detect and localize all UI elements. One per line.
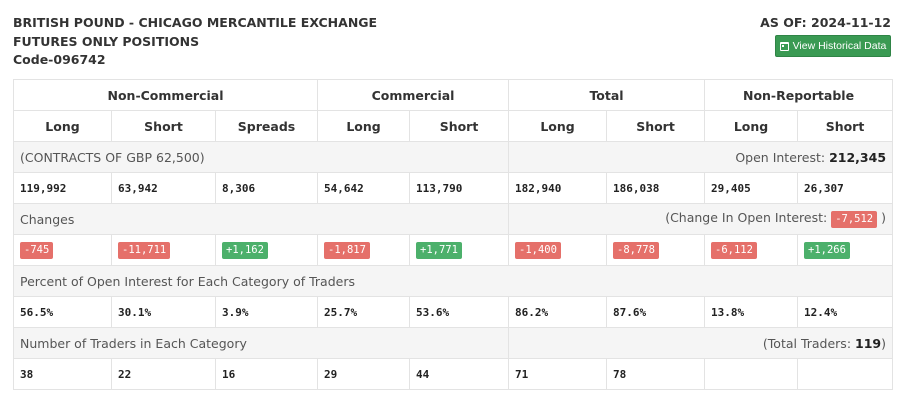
column-header: Long xyxy=(13,110,112,142)
change-badge: +1,266 xyxy=(804,242,850,259)
traders-label: Number of Traders in Each Category xyxy=(12,327,510,359)
group-header-row: Non-Commercial Commercial Total Non-Repo… xyxy=(12,79,894,111)
change-badge: -745 xyxy=(20,242,54,259)
traders-label-row: Number of Traders in Each Category (Tota… xyxy=(12,327,894,359)
percent-value: 53.6% xyxy=(409,296,510,328)
open-interest: Open Interest: 212,345 xyxy=(508,141,894,173)
report-code: Code-096742 xyxy=(13,52,106,67)
contracts-value: 113,790 xyxy=(409,172,510,204)
group-total: Total xyxy=(508,79,706,111)
percent-value: 87.6% xyxy=(606,296,706,328)
column-header: Spreads xyxy=(214,110,319,142)
as-of-date: AS OF: 2024-11-12 xyxy=(760,15,891,30)
contracts-value: 26,307 xyxy=(797,172,894,204)
changes-values-row: -745 -11,711 +1,162 -1,817 +1,771 -1,400… xyxy=(13,234,894,266)
calendar-icon xyxy=(779,41,789,51)
contracts-value: 119,992 xyxy=(13,172,112,204)
column-header: Short xyxy=(606,110,706,142)
percent-value: 12.4% xyxy=(797,296,894,328)
traders-value xyxy=(797,358,894,390)
contracts-value: 182,940 xyxy=(508,172,608,204)
column-header: Short xyxy=(409,110,510,142)
traders-value: 71 xyxy=(508,358,608,390)
percent-value: 3.9% xyxy=(214,296,319,328)
percent-values-row: 56.5% 30.1% 3.9% 25.7% 53.6% 86.2% 87.6%… xyxy=(13,296,894,328)
traders-value: 22 xyxy=(111,358,216,390)
contracts-label: (CONTRACTS OF GBP 62,500) xyxy=(12,141,510,173)
column-header: Long xyxy=(704,110,799,142)
percent-label-row: Percent of Open Interest for Each Catego… xyxy=(12,265,894,297)
traders-value: 78 xyxy=(606,358,706,390)
contracts-label-row: (CONTRACTS OF GBP 62,500) Open Interest:… xyxy=(12,141,894,173)
change-oi-close: ) xyxy=(881,210,887,225)
percent-value: 86.2% xyxy=(508,296,608,328)
column-header: Short xyxy=(111,110,216,142)
title-line-1: BRITISH POUND - CHICAGO MERCANTILE EXCHA… xyxy=(13,15,378,30)
view-historical-data-button[interactable]: View Historical Data xyxy=(775,35,891,57)
percent-value: 13.8% xyxy=(704,296,799,328)
change-cell: -1,400 xyxy=(508,234,608,266)
change-badge: +1,162 xyxy=(222,242,268,259)
view-historical-data-label: View Historical Data xyxy=(792,40,887,52)
change-oi-label: (Change In Open Interest: xyxy=(665,210,828,225)
contracts-value: 29,405 xyxy=(704,172,799,204)
contracts-value: 8,306 xyxy=(214,172,319,204)
change-cell: -8,778 xyxy=(606,234,706,266)
traders-value: 44 xyxy=(409,358,510,390)
contracts-values-row: 119,992 63,942 8,306 54,642 113,790 182,… xyxy=(13,172,894,204)
change-oi-badge: -7,512 xyxy=(831,211,878,228)
change-in-open-interest: (Change In Open Interest: -7,512 ) xyxy=(508,203,894,235)
change-cell: -1,817 xyxy=(317,234,411,266)
total-traders: (Total Traders: 119) xyxy=(508,327,894,359)
percent-value: 30.1% xyxy=(111,296,216,328)
changes-label: Changes xyxy=(12,203,510,235)
group-commercial: Commercial xyxy=(317,79,510,111)
change-badge: +1,771 xyxy=(416,242,462,259)
column-header: Short xyxy=(797,110,894,142)
total-traders-label: (Total Traders: xyxy=(762,335,852,351)
change-badge: -1,400 xyxy=(515,242,561,259)
change-badge: -1,817 xyxy=(324,242,370,259)
open-interest-value: 212,345 xyxy=(829,149,887,165)
change-cell: +1,771 xyxy=(409,234,510,266)
total-traders-value: 119 xyxy=(855,335,882,351)
change-cell: -6,112 xyxy=(704,234,799,266)
change-badge: -6,112 xyxy=(711,242,757,259)
total-traders-close: ) xyxy=(881,335,887,351)
cot-table: Non-Commercial Commercial Total Non-Repo… xyxy=(12,79,894,390)
title-line-2: FUTURES ONLY POSITIONS xyxy=(13,33,200,49)
traders-value: 29 xyxy=(317,358,411,390)
column-header: Long xyxy=(317,110,411,142)
open-interest-label: Open Interest: xyxy=(735,149,826,165)
column-header-row: Long Short Spreads Long Short Long Short… xyxy=(13,110,894,142)
change-cell: -745 xyxy=(13,234,112,266)
report-title: BRITISH POUND - CHICAGO MERCANTILE EXCHA… xyxy=(13,14,377,70)
change-badge: -8,778 xyxy=(613,242,659,259)
contracts-value: 63,942 xyxy=(111,172,216,204)
traders-value xyxy=(704,358,799,390)
percent-value: 56.5% xyxy=(13,296,112,328)
change-cell: -11,711 xyxy=(111,234,216,266)
contracts-value: 186,038 xyxy=(606,172,706,204)
percent-label: Percent of Open Interest for Each Catego… xyxy=(12,265,894,297)
traders-values-row: 38 22 16 29 44 71 78 xyxy=(13,358,894,390)
percent-value: 25.7% xyxy=(317,296,411,328)
change-cell: +1,266 xyxy=(797,234,894,266)
changes-label-row: Changes (Change In Open Interest: -7,512… xyxy=(12,203,894,235)
column-header: Long xyxy=(508,110,608,142)
contracts-value: 54,642 xyxy=(317,172,411,204)
group-non-commercial: Non-Commercial xyxy=(12,79,319,111)
group-non-reportable: Non-Reportable xyxy=(704,79,894,111)
change-cell: +1,162 xyxy=(214,234,319,266)
traders-value: 38 xyxy=(13,358,112,390)
traders-value: 16 xyxy=(214,358,319,390)
change-badge: -11,711 xyxy=(118,242,171,259)
